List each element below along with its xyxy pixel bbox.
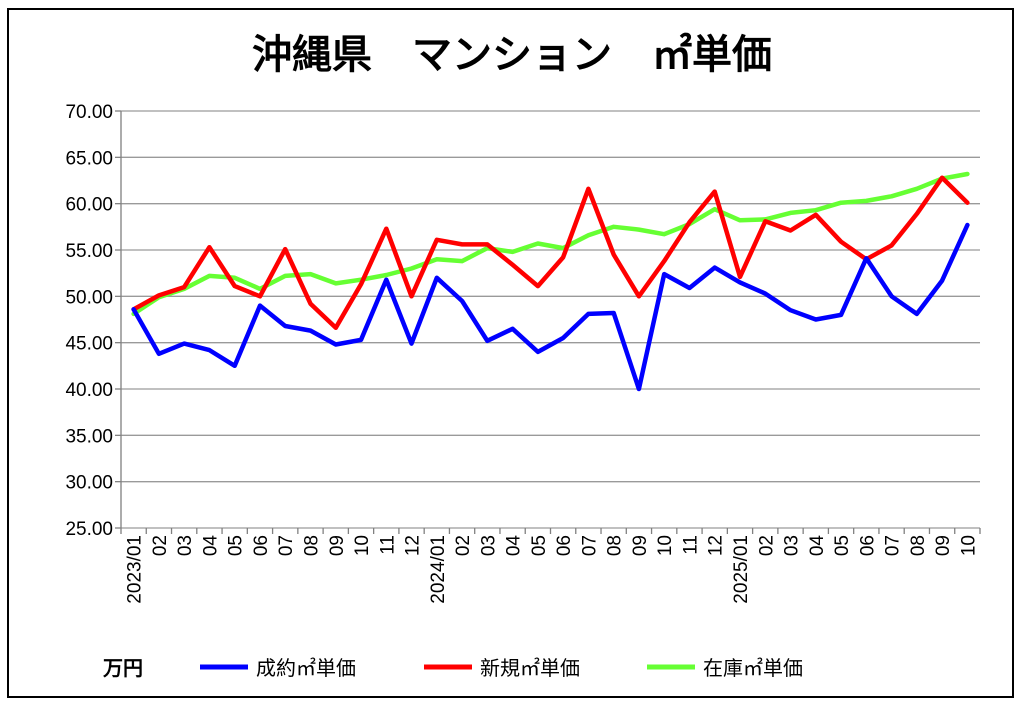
y-tick-label: 35.00: [65, 426, 113, 447]
x-tick-label: 10: [958, 535, 979, 556]
y-axis-ticks: 70.00 65.00 60.00 55.00 50.00 45.00 40.00 35.00…: [65, 102, 113, 540]
y-tick-label: 45.00: [65, 334, 113, 355]
x-tick-label: 07: [883, 535, 904, 556]
series-lines: [131, 171, 970, 392]
x-tick-label: 08: [605, 535, 626, 556]
y-tick-label: 70.00: [65, 102, 113, 123]
x-tick-label: 09: [630, 535, 651, 556]
series-line-0: [131, 222, 970, 392]
x-axis-ticks: 2023/01 02 03 04 05 06 07 08 09 10 11 12 2024/01 02 03…: [125, 535, 980, 604]
legend: 万円 成約㎡単価 新規㎡単価 在庫㎡単価: [102, 656, 803, 680]
x-tick-label: 04: [200, 535, 221, 557]
chart-frame: [7, 8, 1014, 698]
x-tick-label: 12: [706, 535, 727, 556]
x-tick-label: 11: [680, 535, 701, 555]
x-tick-label: 05: [529, 535, 550, 556]
unit-label: 万円: [102, 656, 143, 680]
chart-title: 沖縄県 マンション ㎡単価: [252, 32, 772, 78]
x-tick-label: 06: [554, 535, 575, 556]
x-tick-label: 11: [377, 535, 398, 555]
x-tick-label: 03: [782, 535, 803, 556]
y-tick-label: 50.00: [65, 287, 113, 308]
x-tick-label: 10: [655, 535, 676, 556]
x-tick-label: 09: [933, 535, 954, 556]
x-tick-label: 05: [832, 535, 853, 556]
x-tick-label: 05: [226, 535, 247, 556]
legend-label: 成約㎡単価: [256, 656, 356, 680]
legend-label: 新規㎡単価: [480, 656, 580, 680]
legend-label: 在庫㎡単価: [703, 656, 803, 680]
x-tick-label: 06: [857, 535, 878, 556]
x-tick-label: 2025/01: [731, 535, 752, 604]
grid: [115, 110, 981, 534]
x-tick-label: 08: [301, 535, 322, 556]
y-tick-label: 55.00: [65, 241, 113, 262]
y-tick-label: 65.00: [65, 148, 113, 169]
y-tick-label: 25.00: [65, 519, 113, 540]
x-tick-label: 07: [579, 535, 600, 556]
x-tick-label: 07: [276, 535, 297, 556]
x-tick-label: 04: [504, 535, 525, 557]
x-tick-label: 04: [807, 535, 828, 557]
x-tick-label: 10: [352, 535, 373, 556]
x-tick-label: 02: [150, 535, 171, 556]
x-tick-label: 02: [453, 535, 474, 556]
y-tick-label: 30.00: [65, 473, 113, 494]
y-tick-label: 40.00: [65, 380, 113, 401]
x-tick-label: 03: [478, 535, 499, 556]
x-tick-label: 2023/01: [125, 535, 146, 604]
x-tick-label: 2024/01: [428, 535, 449, 604]
y-tick-label: 60.00: [65, 195, 113, 216]
x-tick-label: 12: [403, 535, 424, 556]
x-tick-label: 08: [908, 535, 929, 556]
x-tick-label: 06: [251, 535, 272, 556]
series-line-2: [131, 171, 970, 317]
x-tick-label: 03: [175, 535, 196, 556]
x-tick-label: 09: [327, 535, 348, 556]
x-tick-label: 02: [756, 535, 777, 556]
series-line-1: [131, 175, 970, 331]
